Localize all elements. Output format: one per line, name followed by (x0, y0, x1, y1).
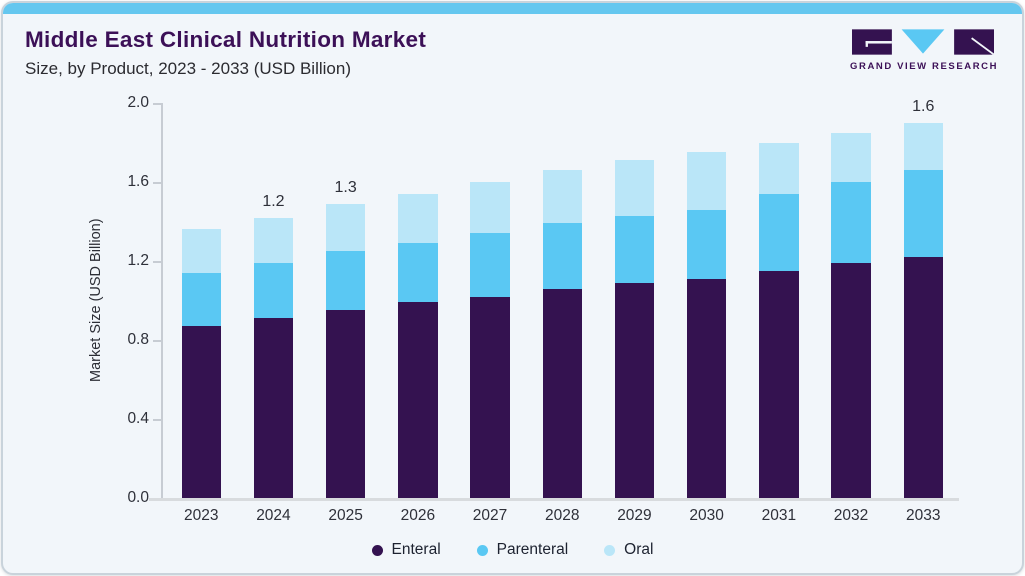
y-tick-label: 0.0 (127, 489, 149, 506)
y-tick-label: 2.0 (127, 94, 149, 111)
bar-segment-enteral (253, 318, 294, 498)
bar-segment-oral (614, 160, 655, 216)
bar-2031: 2031 (759, 142, 799, 524)
bar-segment-enteral (614, 282, 655, 498)
bar-segment-oral (903, 122, 943, 171)
bar-segment-parenteral (903, 170, 943, 258)
bar-segment-enteral (831, 262, 871, 498)
legend-dot-icon (476, 544, 488, 556)
x-tick-label: 2027 (472, 507, 508, 524)
gvr-logo-glyphs (852, 29, 994, 55)
y-tick-label: 0.4 (127, 410, 149, 427)
bar-segment-enteral (686, 278, 727, 498)
y-tick-mark (153, 340, 161, 342)
bar-segment-parenteral (831, 182, 871, 263)
bar-segment-oral (470, 182, 510, 234)
chart-legend: Enteral Parenteral Oral (3, 541, 1022, 559)
bar-2026: 2026 (398, 193, 438, 524)
bar-segment-parenteral (614, 215, 655, 283)
x-axis-line (149, 498, 959, 501)
bar-segment-oral (181, 229, 221, 273)
bar-2033: 1.6 2033 (903, 98, 943, 524)
plot-area: 2023 1.2 2024 1.3 2025 2026 2027 2028 2029 2030 20… (149, 98, 993, 524)
y-tick-mark (153, 182, 161, 184)
legend-item-enteral: Enteral (371, 541, 441, 559)
bar-segment-enteral (759, 270, 799, 498)
page-title: Middle East Clinical Nutrition Market (25, 27, 427, 52)
x-tick-label: 2032 (833, 507, 869, 524)
bar-2023: 2023 (181, 229, 221, 524)
bar-segment-enteral (542, 288, 582, 498)
bar-segment-oral (398, 193, 438, 244)
y-tick-label: 0.8 (127, 331, 149, 348)
bar-segment-oral (759, 142, 799, 194)
bar-segment-enteral (398, 302, 438, 498)
legend-item-oral: Oral (604, 541, 653, 559)
gvr-logo-mark (852, 29, 994, 55)
bar-2028: 2028 (542, 170, 582, 524)
x-tick-label: 2026 (400, 507, 436, 524)
top-accent-bar (3, 3, 1022, 14)
chart-header: Middle East Clinical Nutrition Market Si… (25, 27, 426, 79)
bar-2025: 1.3 2025 (325, 179, 366, 524)
bar-segment-oral (253, 217, 294, 263)
x-tick-label: 2023 (184, 507, 219, 524)
logo-v-icon (901, 29, 945, 54)
legend-label: Parenteral (496, 541, 569, 558)
bar-2024: 1.2 2024 (253, 193, 294, 524)
bar-segment-oral (686, 152, 727, 210)
x-tick-label: 2024 (256, 507, 291, 524)
x-tick-label: 2028 (545, 507, 580, 524)
bar-2032: 2032 (831, 132, 871, 524)
legend-item-parenteral: Parenteral (476, 541, 569, 559)
bar-value-label: 1.3 (334, 178, 357, 196)
x-tick-label: 2033 (906, 507, 941, 524)
grand-view-research-logo: GRAND VIEW RESEARCH (850, 29, 999, 72)
logo-wordmark: GRAND VIEW RESEARCH (850, 61, 999, 72)
legend-label: Oral (624, 541, 654, 558)
bar-segment-parenteral (325, 251, 366, 311)
bar-segment-parenteral (542, 223, 582, 289)
bar-2029: 2029 (614, 160, 655, 524)
x-tick-label: 2025 (328, 507, 363, 524)
bar-2027: 2027 (470, 182, 510, 524)
bar-value-label: 1.6 (912, 97, 935, 115)
bar-segment-enteral (903, 257, 943, 498)
page-subtitle: Size, by Product, 2023 - 2033 (USD Billi… (25, 59, 351, 78)
y-tick-mark (153, 419, 161, 421)
bar-segment-enteral (325, 310, 366, 498)
y-tick-mark (153, 103, 161, 105)
bar-segment-parenteral (253, 262, 294, 319)
bar-segment-oral (542, 170, 582, 224)
y-axis-title: Market Size (USD Billion) (88, 218, 104, 383)
legend-dot-icon (371, 544, 383, 556)
legend-dot-icon (604, 544, 616, 556)
bar-segment-oral (325, 203, 366, 252)
y-tick-label: 1.2 (127, 252, 149, 269)
x-tick-label: 2031 (761, 507, 797, 524)
bar-segment-parenteral (181, 272, 221, 327)
y-axis-line (161, 103, 163, 498)
x-tick-label: 2030 (689, 507, 724, 524)
bar-segment-parenteral (398, 243, 438, 303)
bar-segment-enteral (470, 296, 510, 498)
bar-segment-enteral (181, 326, 221, 498)
bar-segment-oral (831, 132, 871, 183)
legend-label: Enteral (391, 541, 441, 558)
bar-segment-parenteral (686, 209, 727, 279)
bar-value-label: 1.2 (262, 192, 285, 210)
x-tick-label: 2029 (617, 507, 652, 524)
y-tick-label: 1.6 (127, 173, 149, 190)
bar-segment-parenteral (470, 233, 510, 297)
bar-2030: 2030 (686, 152, 727, 524)
chart-area: Market Size (USD Billion) 2023 1.2 2024 1.3… (3, 3, 1022, 573)
bar-segment-parenteral (759, 193, 799, 271)
y-tick-mark (153, 261, 161, 263)
